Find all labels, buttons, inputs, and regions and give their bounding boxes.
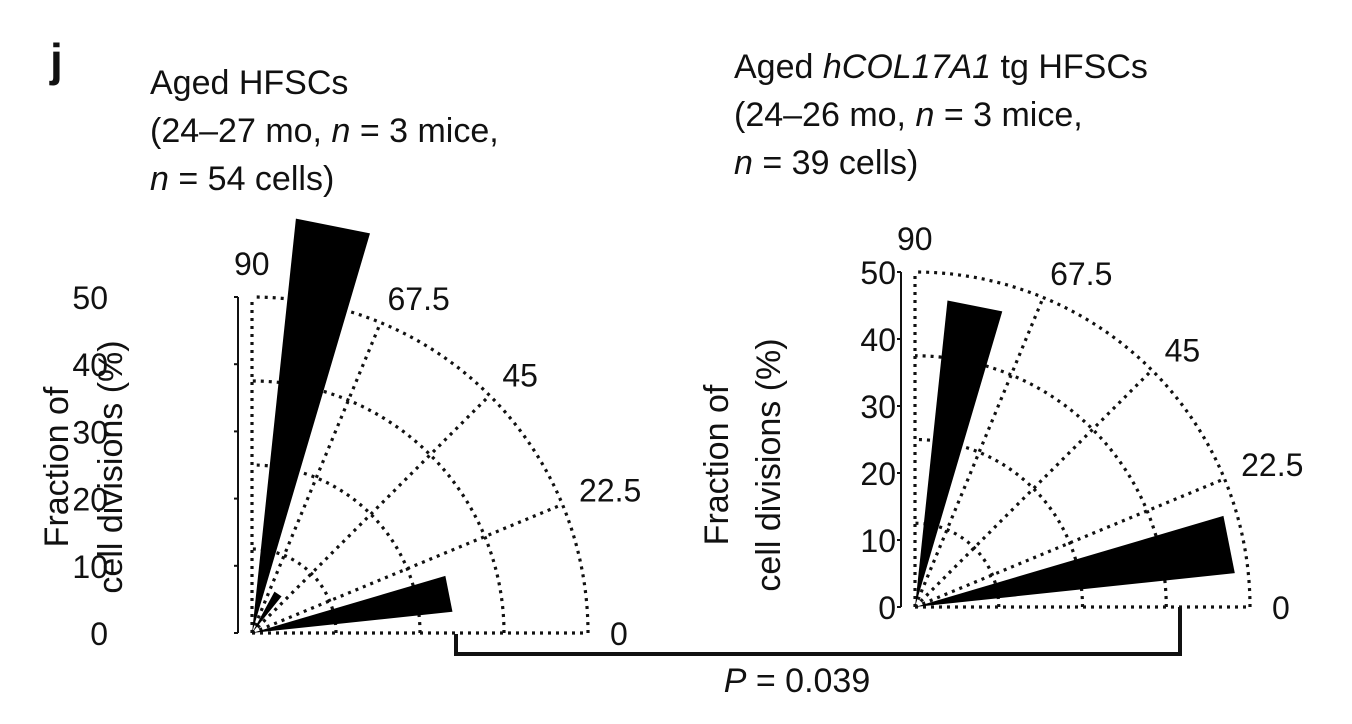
radial-tick-label: 40	[72, 347, 108, 383]
chart-title-line: (24–26 mo, n = 3 mice,	[734, 96, 1083, 134]
polar-grid-spoke	[250, 321, 383, 634]
radial-tick-label: 50	[860, 255, 896, 291]
chart-title-line: n = 39 cells)	[734, 144, 918, 182]
chart-title-line: Aged hCOL17A1 tg HFSCs	[734, 48, 1148, 86]
radial-tick-label: 10	[72, 549, 108, 585]
y-axis-label: Fraction of	[38, 386, 76, 547]
radial-tick-label: 50	[72, 280, 108, 316]
angle-label: 0	[1272, 590, 1290, 626]
bracket-line	[454, 607, 1182, 656]
polar-grid-spoke	[250, 394, 491, 635]
radial-tick-label: 10	[860, 523, 896, 559]
angle-label: 0	[610, 616, 628, 652]
polar-chart-aged-hfscs: Aged HFSCs (24–27 mo, n = 3 mice, n = 54 c…	[38, 64, 641, 652]
angle-label: 67.5	[387, 281, 449, 317]
radial-tick-label: 30	[860, 389, 896, 425]
polar-chart-aged-hcol17a1-tg-hfscs: Aged hCOL17A1 tg HFSCs (24–26 mo, n = 3 …	[698, 48, 1303, 626]
angle-label: 90	[897, 221, 933, 257]
significance-bracket: P = 0.039	[454, 607, 1182, 700]
histogram-wedge	[252, 218, 370, 634]
chart-title-line: (24–27 mo, n = 3 mice,	[150, 112, 499, 150]
angle-label: 22.5	[579, 473, 641, 509]
y-axis-label: Fraction of	[698, 384, 736, 545]
polar-grid-arc	[914, 270, 1252, 608]
angle-label: 45	[1165, 332, 1201, 368]
polar-grid-spoke	[251, 502, 564, 635]
angle-label: 22.5	[1241, 447, 1303, 483]
angle-label: 45	[502, 358, 538, 394]
radial-tick-label: 40	[860, 322, 896, 358]
histogram-wedge	[915, 300, 1003, 607]
angle-label: 90	[234, 246, 270, 282]
chart-title-line: n = 54 cells)	[150, 160, 334, 198]
chart-title-line: Aged HFSCs	[150, 64, 348, 102]
panel-label: j	[49, 34, 63, 86]
radial-tick-label: 0	[90, 616, 108, 652]
radial-tick-label: 20	[72, 482, 108, 518]
y-axis-label: cell divisions (%)	[92, 340, 130, 593]
histogram-wedge	[915, 515, 1235, 607]
radial-tick-label: 30	[72, 414, 108, 450]
radial-tick-label: 20	[860, 456, 896, 492]
histogram-wedge	[252, 575, 453, 633]
p-value-label: P = 0.039	[724, 662, 871, 700]
histogram-wedge	[252, 591, 282, 633]
radial-tick-label: 0	[878, 590, 896, 626]
y-axis-label: cell divisions (%)	[750, 338, 788, 591]
angle-label: 67.5	[1050, 256, 1112, 292]
